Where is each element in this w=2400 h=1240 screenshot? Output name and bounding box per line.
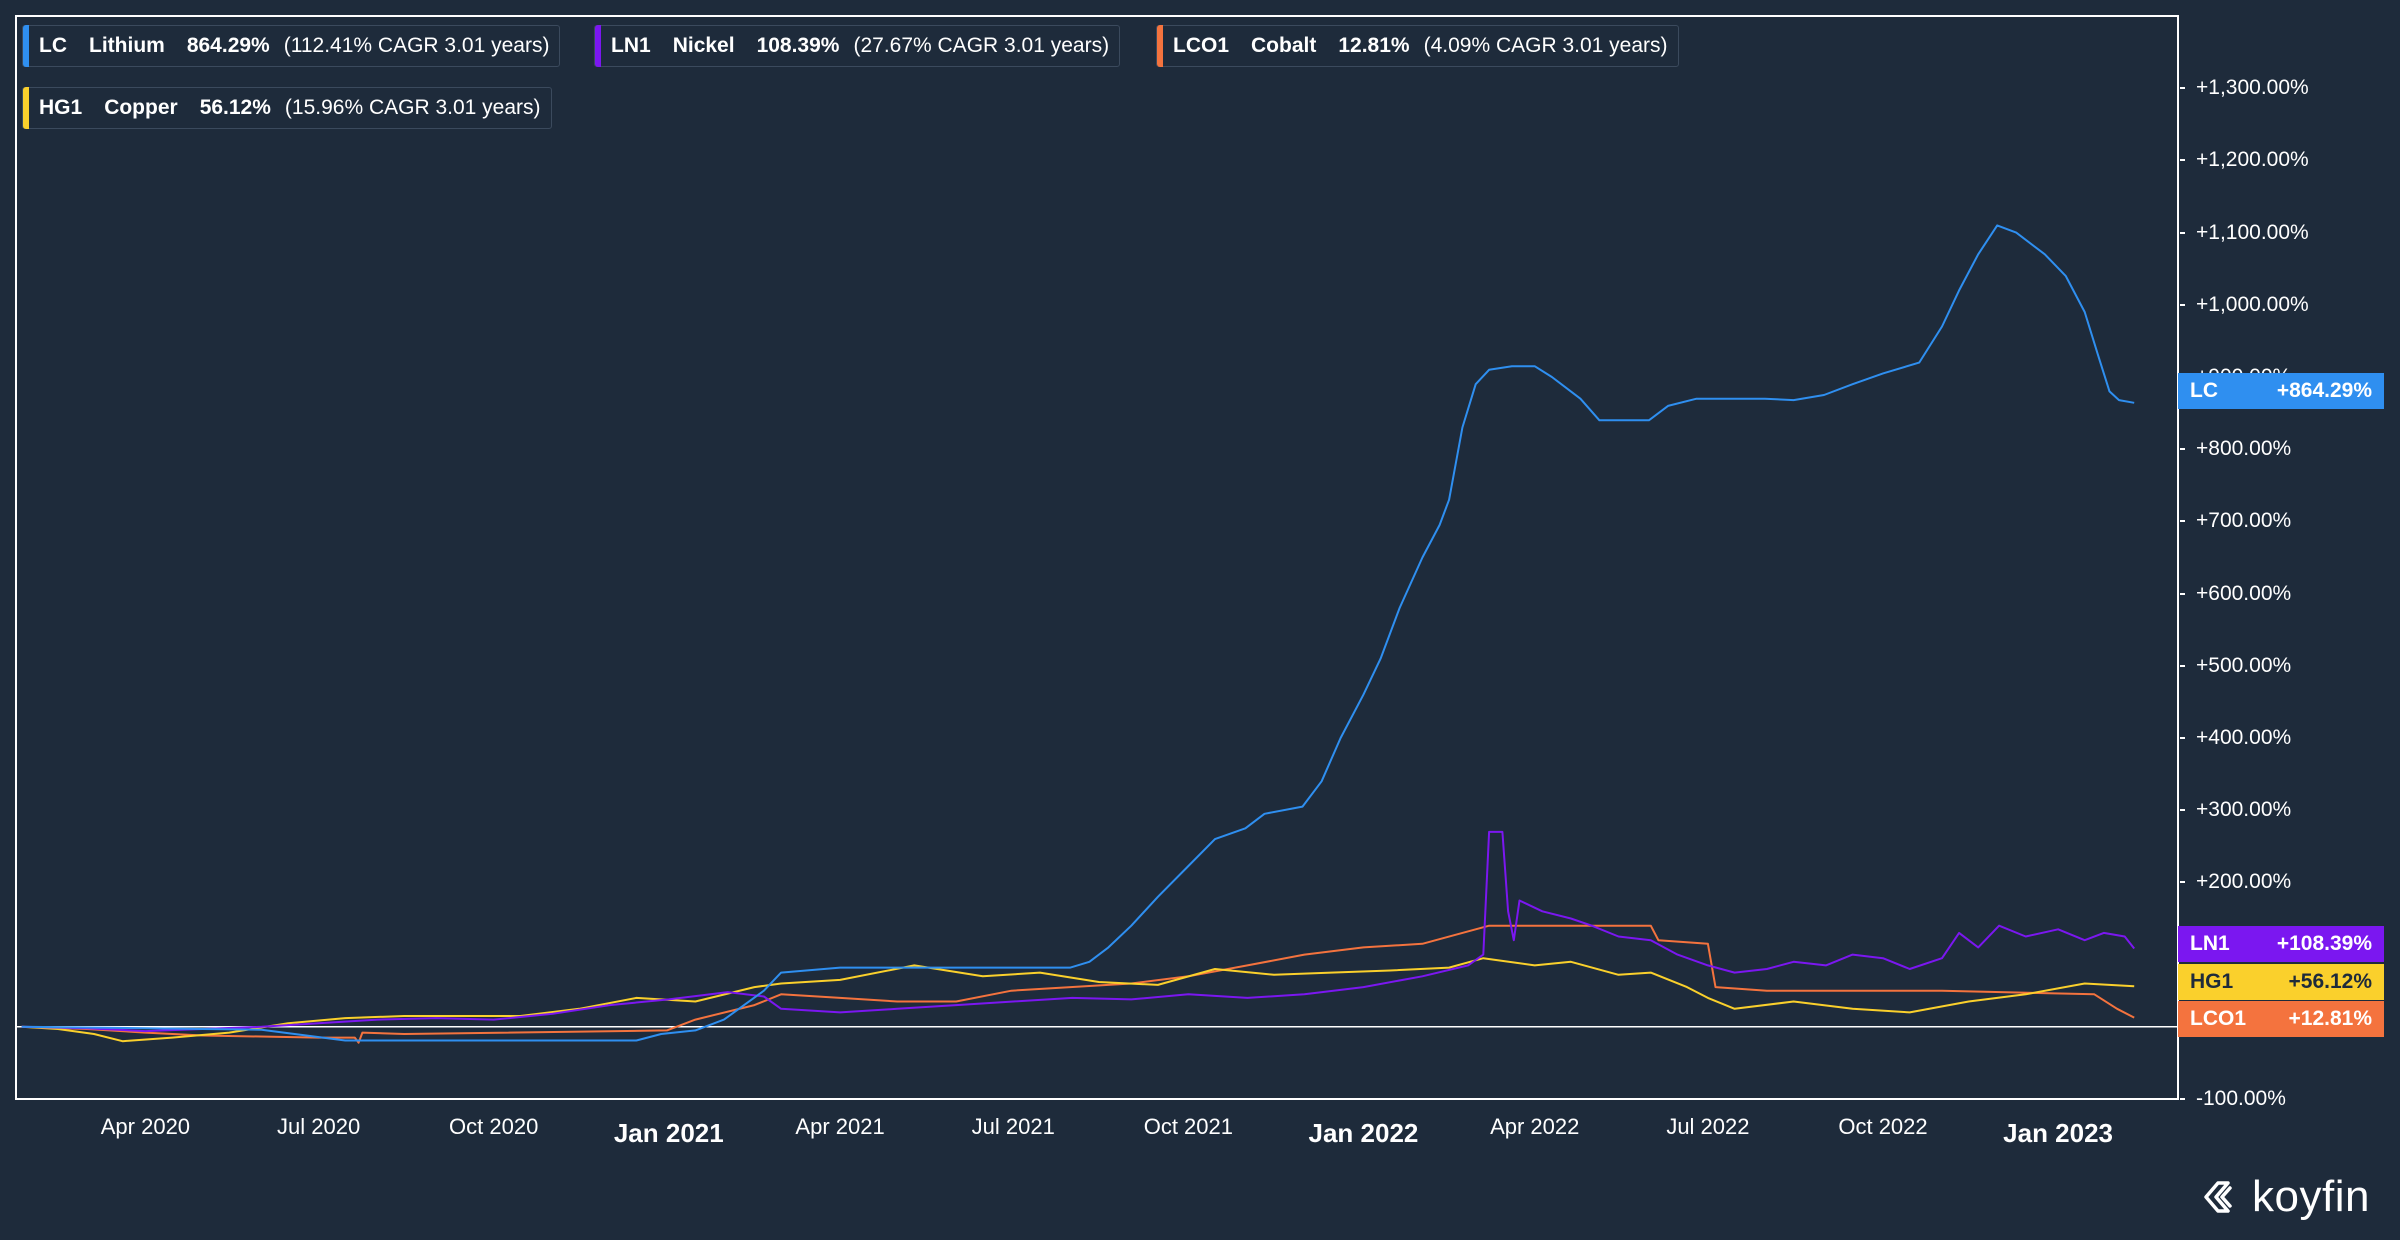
- legend-ticker: LN1: [611, 34, 651, 57]
- end-badge-value: +56.12%: [2288, 970, 2373, 993]
- y-tick-mark: [2180, 592, 2185, 595]
- y-tick-label: +600.00%: [2196, 581, 2292, 605]
- legend-pct: 108.39%: [756, 34, 840, 57]
- brand-logo: koyfin: [2200, 1172, 2370, 1222]
- plot-frame: [15, 15, 2179, 1100]
- legend-swatch: [595, 25, 601, 67]
- legend-pct: 12.81%: [1338, 34, 1410, 57]
- y-tick-label: +1,100.00%: [2196, 220, 2309, 244]
- legend-detail: (15.96% CAGR 3.01 years): [284, 96, 541, 119]
- y-tick-label: +700.00%: [2196, 509, 2292, 533]
- x-tick-label: Oct 2022: [1838, 1114, 1928, 1139]
- legend-pct: 864.29%: [186, 34, 270, 57]
- y-tick-mark: [2180, 737, 2185, 739]
- series-line-lc: [21, 224, 2135, 1042]
- end-badge-ticker: HG1: [2190, 970, 2234, 993]
- y-tick-label: +400.00%: [2196, 726, 2292, 749]
- legend-name: Nickel: [672, 34, 735, 57]
- series-line-hg1: [21, 957, 2135, 1043]
- legend-ticker: LCO1: [1173, 34, 1230, 57]
- end-badge-ln1: LN1 +108.39%: [2178, 926, 2384, 962]
- y-tick-label: +500.00%: [2196, 653, 2292, 677]
- y-tick-mark: [2180, 1098, 2185, 1100]
- brand-name: koyfin: [2252, 1172, 2370, 1221]
- y-tick-mark: [2180, 881, 2185, 884]
- y-tick-mark: [2180, 520, 2185, 523]
- y-tick-label: +800.00%: [2196, 437, 2292, 461]
- legend-detail: (4.09% CAGR 3.01 years): [1423, 34, 1668, 57]
- legend-item-ln1[interactable]: LN1 Nickel 108.39% (27.67% CAGR 3.01 years): [594, 25, 1121, 67]
- end-badge-hg1: HG1 +56.12%: [2178, 964, 2384, 1000]
- x-tick-label: Jul 2022: [1666, 1114, 1750, 1139]
- legend-pct: 56.12%: [199, 96, 271, 119]
- koyfin-logo-icon: [2204, 1181, 2232, 1213]
- y-tick-label: +300.00%: [2196, 798, 2292, 822]
- end-badge-lco1: LCO1 +12.81%: [2178, 1001, 2384, 1037]
- legend-ticker: HG1: [39, 96, 83, 119]
- legend-name: Cobalt: [1251, 34, 1317, 57]
- end-badge-lc: LC +864.29%: [2178, 373, 2384, 409]
- end-badge-ticker: LCO1: [2190, 1007, 2247, 1030]
- y-tick-label: +1,000.00%: [2196, 292, 2309, 316]
- x-tick-label: Oct 2020: [449, 1114, 539, 1139]
- legend-swatch: [23, 87, 29, 129]
- end-badge-ticker: LC: [2190, 379, 2218, 402]
- end-badge-value: +12.81%: [2288, 1007, 2373, 1030]
- x-tick-label: Jan 2022: [1308, 1118, 1419, 1148]
- end-badge-ticker: LN1: [2190, 932, 2230, 955]
- series-line-lco1: [21, 924, 2135, 1044]
- series-line-ln1: [21, 830, 2135, 1033]
- y-tick-mark: [2180, 664, 2185, 667]
- legend-item-hg1[interactable]: HG1 Copper 56.12% (15.96% CAGR 3.01 years): [22, 87, 552, 129]
- legend-item-lco1[interactable]: LCO1 Cobalt 12.81% (4.09% CAGR 3.01 years): [1156, 25, 1679, 67]
- y-tick-mark: [2180, 303, 2185, 306]
- x-tick-label: Jan 2023: [2003, 1118, 2114, 1148]
- end-badge-value: +108.39%: [2276, 932, 2372, 955]
- y-tick-label: -100.00%: [2196, 1087, 2286, 1110]
- y-tick-label: +1,300.00%: [2196, 76, 2309, 100]
- y-tick-mark: [2180, 448, 2185, 451]
- y-tick-mark: [2180, 231, 2185, 234]
- legend-swatch: [1157, 25, 1163, 67]
- x-tick-label: Apr 2021: [795, 1114, 885, 1139]
- y-tick-label: +1,200.00%: [2196, 148, 2309, 172]
- legend-swatch: [23, 25, 29, 67]
- x-tick-label: Jul 2020: [277, 1114, 361, 1139]
- y-tick-mark: [2180, 159, 2185, 162]
- series-layer: [21, 224, 2135, 1044]
- end-badge-value: +864.29%: [2276, 379, 2372, 402]
- y-tick-mark: [2180, 87, 2185, 90]
- x-tick-label: Apr 2020: [100, 1114, 191, 1139]
- x-tick-label: Jul 2021: [971, 1114, 1055, 1139]
- x-tick-label: Apr 2022: [1490, 1114, 1580, 1139]
- legend-ticker: LC: [39, 34, 67, 57]
- x-tick-label: Oct 2021: [1143, 1114, 1233, 1139]
- legend-item-lc[interactable]: LC Lithium 864.29% (112.41% CAGR 3.01 years…: [22, 25, 561, 67]
- legend-name: Lithium: [89, 34, 165, 57]
- y-tick-mark: [2180, 809, 2185, 812]
- legend-detail: (27.67% CAGR 3.01 years): [853, 34, 1110, 57]
- legend-detail: (112.41% CAGR 3.01 years): [283, 34, 550, 57]
- legend-name: Copper: [104, 96, 178, 119]
- y-tick-label: +200.00%: [2196, 870, 2292, 894]
- x-tick-label: Jan 2021: [613, 1118, 724, 1148]
